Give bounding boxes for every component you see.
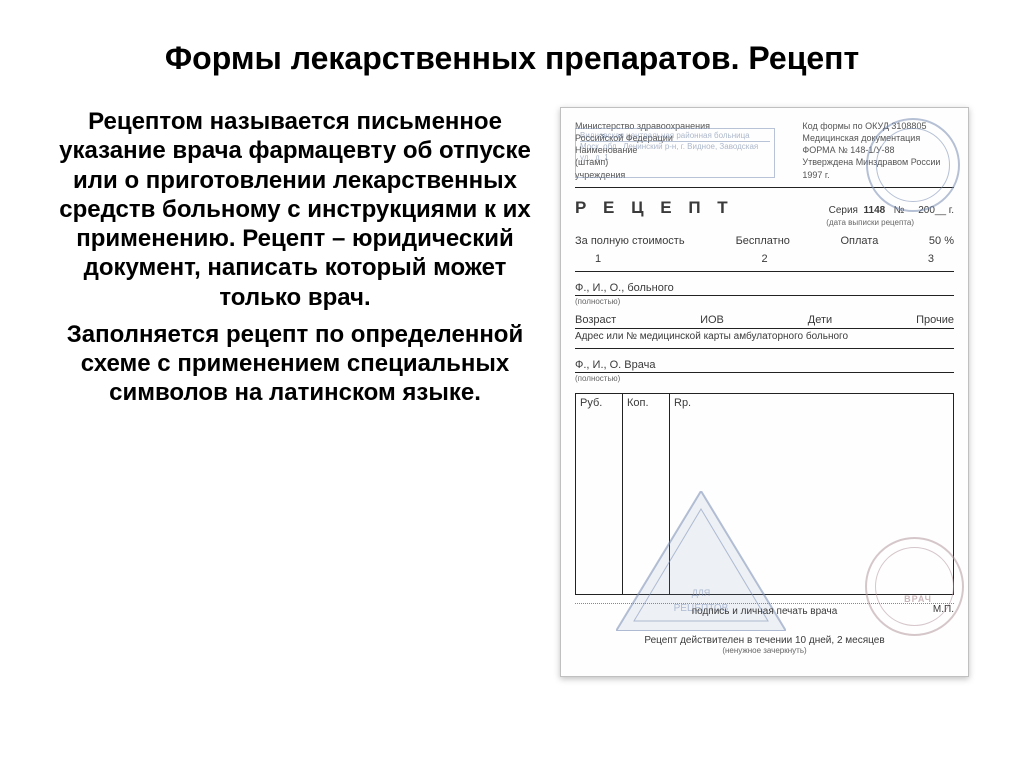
content-row: Рецептом называется письменное указание … (55, 107, 969, 677)
patient-field: Ф., И., О., больного (575, 282, 954, 296)
series-label: Серия (829, 205, 858, 216)
rx-title: Р Е Ц Е П Т (575, 198, 734, 218)
address-field: Адрес или № медицинской карты амбулаторн… (575, 331, 954, 342)
prescription-form: Видновская центральная районная больница… (560, 107, 969, 677)
round-stamp-bottom-icon (865, 537, 964, 636)
patient-label: Ф., И., О., больного (575, 282, 674, 294)
validity-sub: (ненужное зачеркнуть) (575, 646, 954, 655)
divider (575, 271, 954, 272)
iov: ИОВ (700, 314, 724, 326)
validity-text: Рецепт действителен в течении 10 дней, 2… (575, 635, 954, 646)
doctor-label: Ф., И., О. Врача (575, 359, 655, 371)
paragraph-2: Заполняется рецепт по определенной схеме… (55, 320, 535, 408)
round-stamp-icon (866, 118, 960, 212)
text-column: Рецептом называется письменное указание … (55, 107, 535, 408)
num-row: 1 2 3 (575, 253, 954, 265)
divider (575, 348, 954, 349)
age-row: Возраст ИОВ Дети Прочие (575, 314, 954, 329)
mp: М.П. (933, 604, 954, 615)
doctor-field: Ф., И., О. Врача (575, 359, 954, 373)
n3: 3 (928, 253, 934, 265)
stamp-rect-line2: Моск. обл., Ленинский р-н, г. Видное, За… (580, 142, 770, 163)
pay-pct: 50 % (929, 235, 954, 247)
pay-full: За полную стоимость (575, 235, 685, 247)
svg-text:ДЛЯ: ДЛЯ (692, 588, 711, 598)
date-sub: (дата выписки рецепта) (575, 218, 954, 227)
patient-sub: (полностью) (575, 297, 954, 306)
pay-free: Бесплатно (736, 235, 790, 247)
pay-label: Оплата (840, 235, 878, 247)
validity: Рецепт действителен в течении 10 дней, 2… (575, 635, 954, 655)
slide: Формы лекарственных препаратов. Рецепт Р… (0, 0, 1024, 767)
sign-text: подпись и личная печать врача (692, 606, 838, 617)
series-value: 1148 (864, 205, 886, 216)
kids: Дети (808, 314, 832, 326)
paragraph-1: Рецептом называется письменное указание … (55, 107, 535, 312)
payment-row: За полную стоимость Бесплатно Оплата 50 … (575, 235, 954, 247)
n1: 1 (595, 253, 601, 265)
other: Прочие (916, 314, 954, 326)
stamp-rect-line1: Видновская центральная районная больница (580, 131, 770, 142)
rect-stamp-icon: Видновская центральная районная больница… (575, 128, 775, 178)
age: Возраст (575, 314, 616, 326)
n2: 2 (761, 253, 767, 265)
doctor-sub: (полностью) (575, 374, 954, 383)
signature-line: подпись и личная печать врача М.П. (575, 603, 954, 617)
slide-title: Формы лекарственных препаратов. Рецепт (55, 40, 969, 77)
